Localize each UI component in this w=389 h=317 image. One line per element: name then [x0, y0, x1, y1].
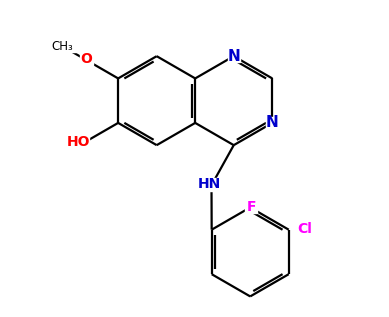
Text: HO: HO	[67, 135, 91, 149]
Text: Cl: Cl	[297, 222, 312, 236]
Bar	[266, 117, 279, 129]
Text: N: N	[266, 115, 279, 130]
Bar	[80, 52, 93, 65]
Bar	[245, 200, 258, 213]
Text: HN: HN	[198, 177, 221, 191]
Bar	[68, 136, 89, 148]
Text: CH₃: CH₃	[51, 40, 73, 53]
Text: F: F	[246, 199, 256, 214]
Bar	[199, 178, 219, 191]
Bar	[228, 50, 240, 62]
Bar	[294, 223, 315, 235]
Text: O: O	[81, 52, 92, 66]
Text: N: N	[227, 49, 240, 64]
Bar	[48, 40, 77, 52]
